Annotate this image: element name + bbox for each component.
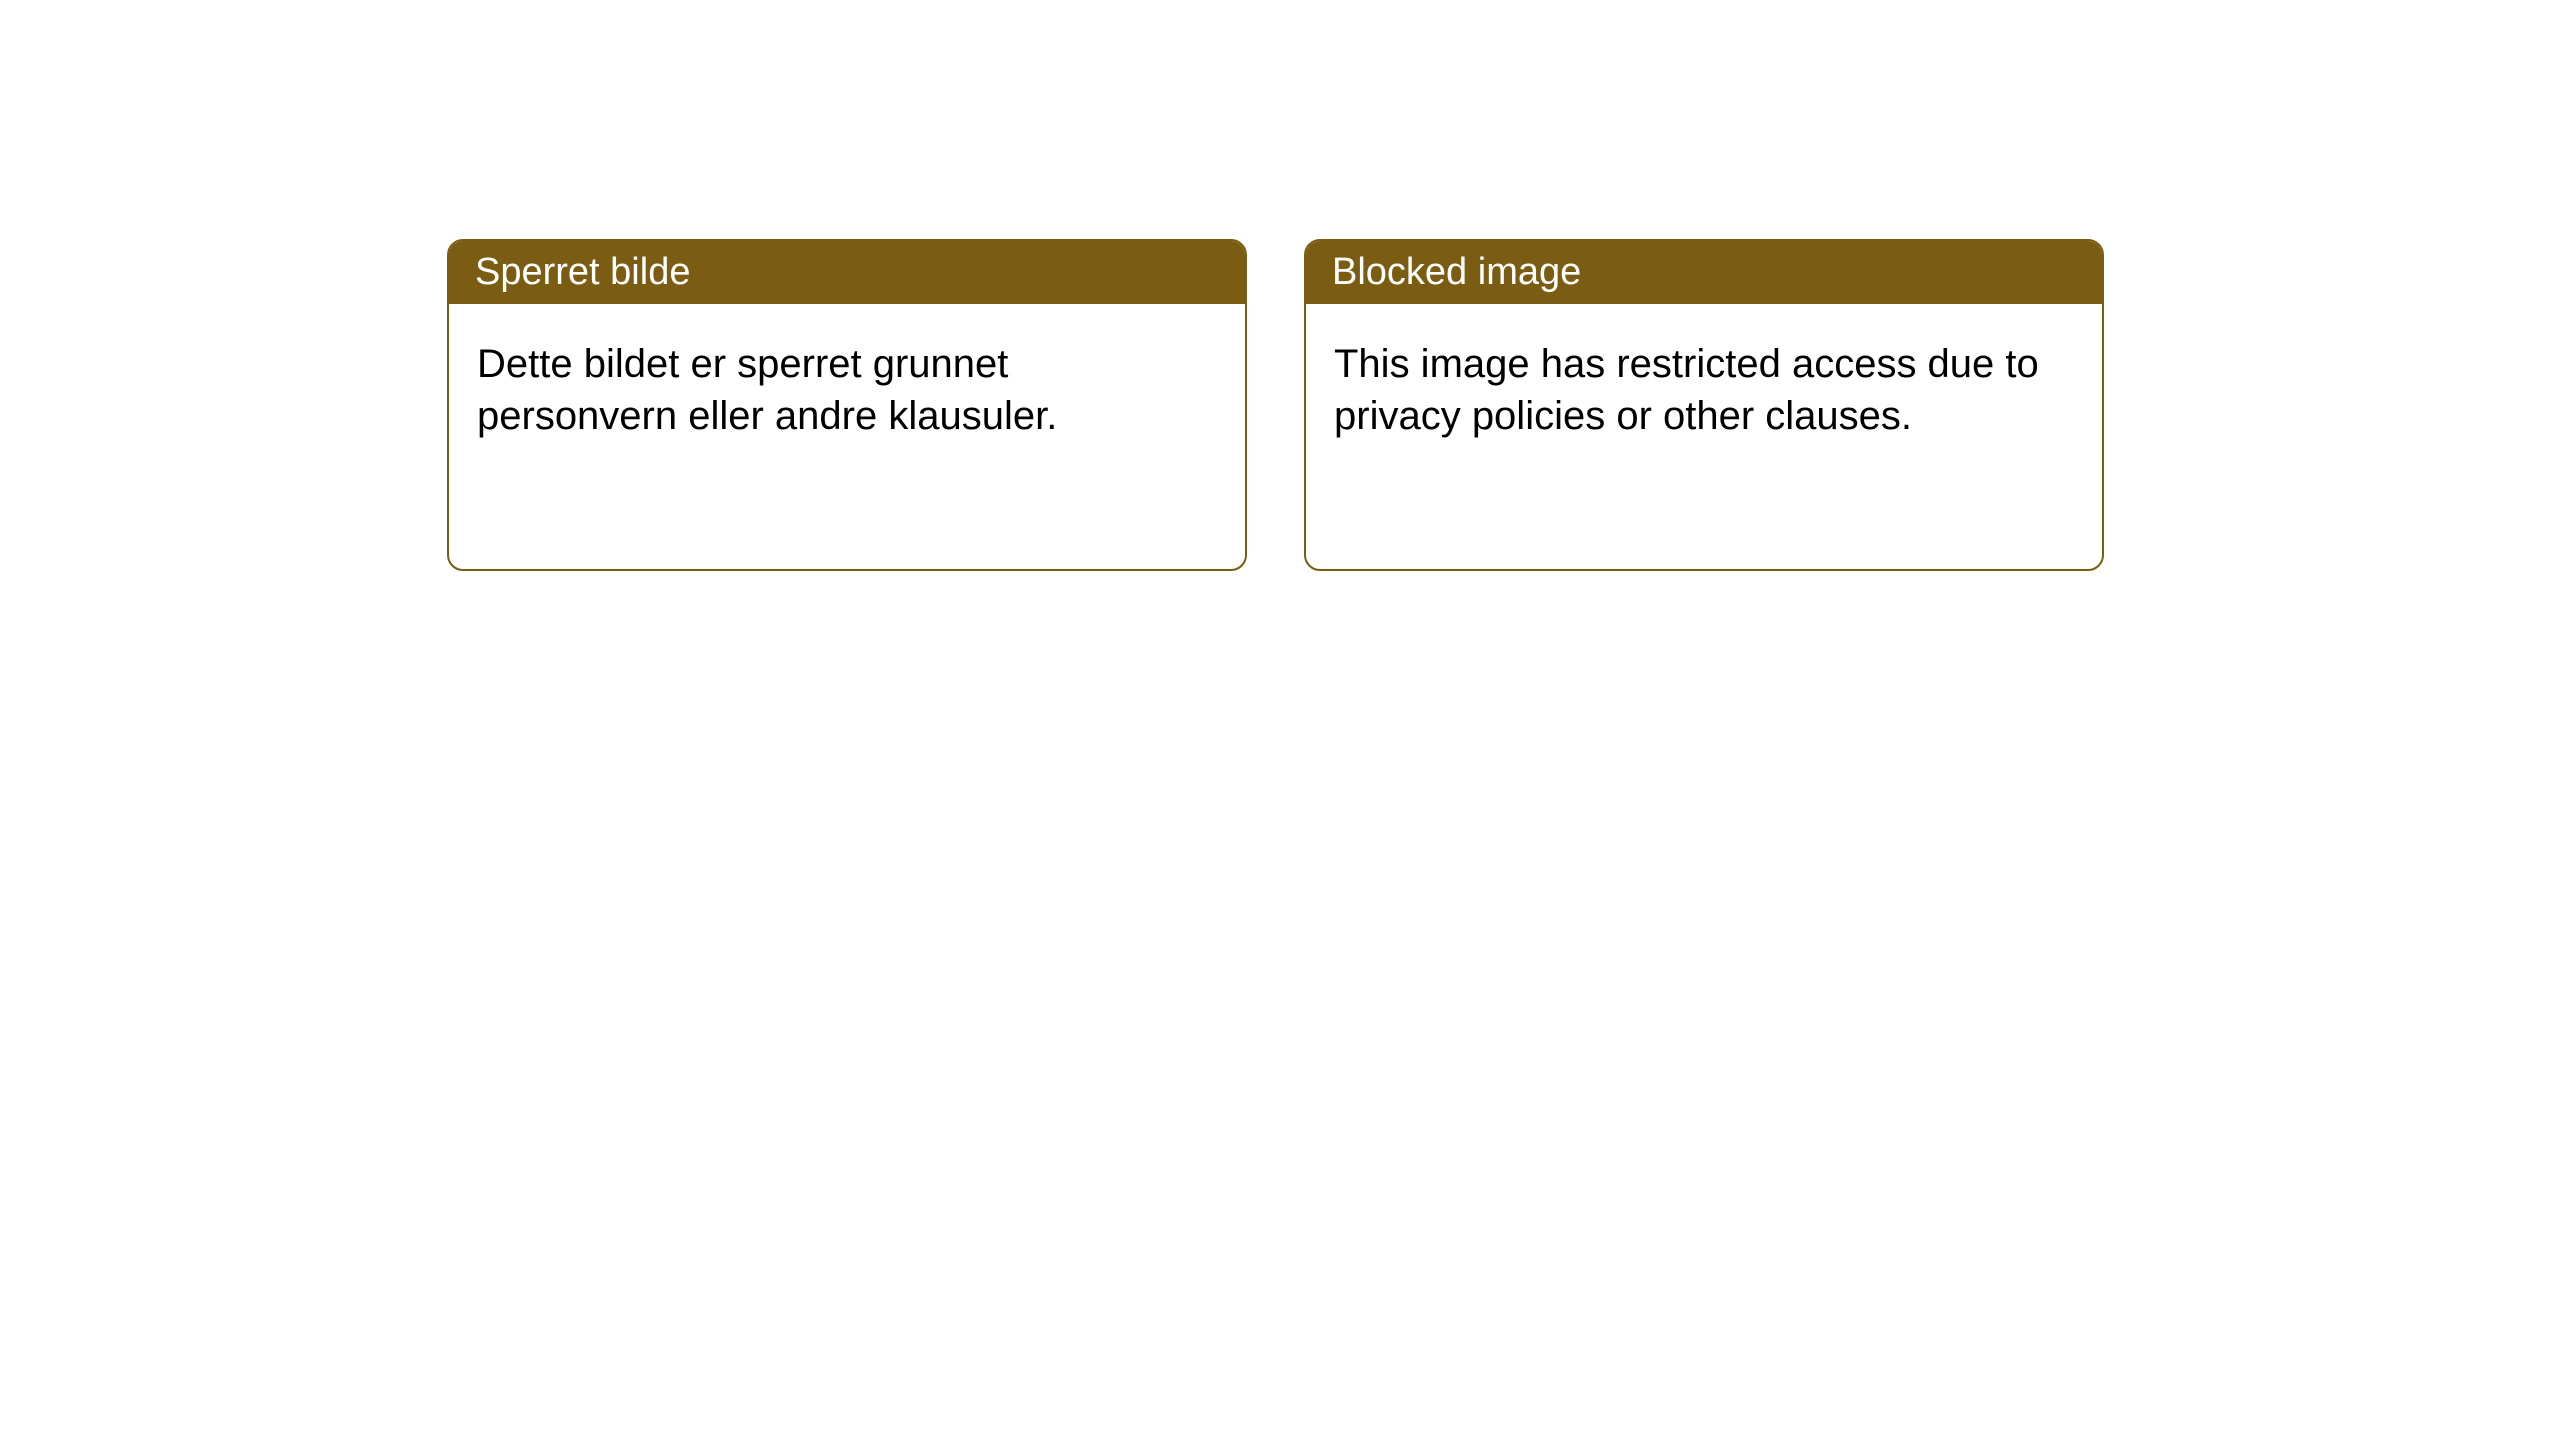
- notice-cards-container: Sperret bilde Dette bildet er sperret gr…: [447, 239, 2104, 571]
- notice-title: Blocked image: [1332, 251, 1581, 293]
- notice-body-text: Dette bildet er sperret grunnet personve…: [477, 342, 1057, 438]
- notice-header: Blocked image: [1306, 241, 2102, 304]
- notice-body: This image has restricted access due to …: [1306, 304, 2102, 476]
- notice-header: Sperret bilde: [449, 241, 1245, 304]
- notice-body-text: This image has restricted access due to …: [1334, 342, 2039, 438]
- notice-card-english: Blocked image This image has restricted …: [1304, 239, 2104, 571]
- notice-title: Sperret bilde: [475, 251, 690, 293]
- notice-body: Dette bildet er sperret grunnet personve…: [449, 304, 1245, 476]
- notice-card-norwegian: Sperret bilde Dette bildet er sperret gr…: [447, 239, 1247, 571]
